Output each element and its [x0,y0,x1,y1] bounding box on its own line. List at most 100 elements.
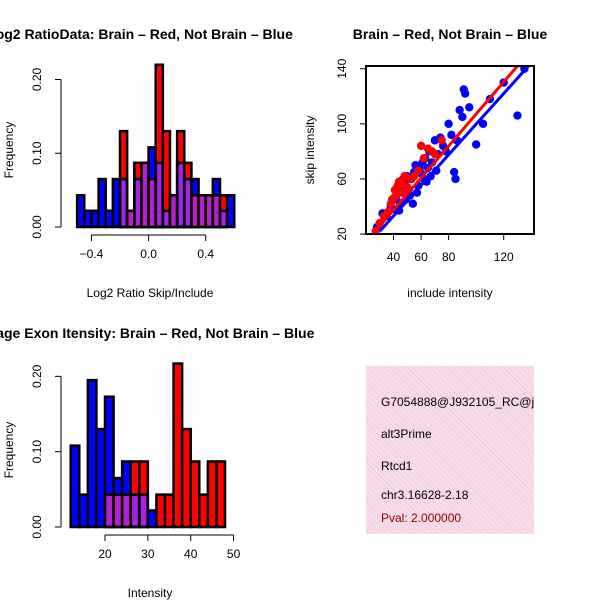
intensity-x-tick-label: 20 [98,547,112,561]
intensity-bar-overlap [140,496,147,526]
scatter-x-tick-label: 80 [442,250,456,264]
scatter-title: Brain – Red, Not Brain – Blue [353,26,548,42]
info-pval: Pval: 2.000000 [381,511,461,525]
ratio-bar-overlap [185,180,190,226]
scatter-point-brain [414,166,423,175]
scatter-ylabel: skip intensity [303,116,317,185]
intensity-y-tick-label: 0.20 [30,364,44,388]
scatter-y-tick-label: 20 [335,227,349,241]
scatter-point-notbrain [478,119,488,129]
intensity-y-tick-label: 0.10 [30,440,44,464]
ratio-bar-overlap [192,196,198,226]
intensity-bar-brain [206,460,218,529]
intensity-x-tick-label: 30 [141,547,155,561]
intensity-bar-brain [189,460,201,529]
info-location: chr3.16628-2.18 [381,488,469,502]
ratio-bar-overlap [135,180,140,226]
info-panel-clip: G7054888@J932105_RC@j [381,395,534,409]
ratio-bar-notbrain [97,177,107,229]
scatter-point-brain [437,136,446,145]
scatter-point-notbrain [444,119,453,129]
scatter-xlabel: include intensity [407,286,492,300]
scatter-point-notbrain [513,111,522,120]
ratio-y-tick-label: 0.10 [30,141,44,165]
info-panel-background [366,366,534,534]
ratio-bar-overlap [221,212,226,226]
intensity-bar-brain [215,460,227,529]
scatter-point-brain [397,188,407,197]
intensity-histogram-xlabel: Intensity [128,586,173,600]
intensity-x-tick-label: 40 [184,547,198,561]
intensity-bar-brain [163,493,175,529]
scatter-point-notbrain [465,103,474,112]
scatter-point-notbrain [455,105,464,115]
scatter-fit-line-notbrain [378,66,530,233]
ratio-x-tick-label: 0.4 [197,247,214,261]
scatter-x-tick-label: 120 [494,250,514,264]
ratio-bar-overlap [171,196,176,226]
intensity-bar-overlap [106,496,113,526]
ratio-bar-overlap [128,212,133,226]
ratio-histogram-xlabel: Log2 Ratio Skip/Include [87,286,214,300]
ratio-y-tick-label: 0.00 [30,215,44,239]
ratio-histogram-axes: −0.4 0.0 0.4 0.00 0.10 0.20 [30,67,214,261]
ratio-bar-overlap [142,164,148,226]
info-gene: Rtcd1 [381,459,413,473]
scatter-point-brain [416,141,426,151]
scatter-point-notbrain [460,89,470,98]
ratio-bar-overlap [178,164,183,226]
scatter-axes: 40 60 80 120 20 60 100 140 [335,58,535,264]
ratio-x-tick-label: −0.4 [80,247,104,261]
scatter-point-notbrain [458,112,467,122]
info-panel: G7054888@J932105_RC@j alt3Prime Rtcd1 ch… [366,366,534,534]
scatter-fit-line-brain [371,66,519,234]
scatter-panel: Brain – Red, Not Brain – Blue 40 60 80 120 2… [303,26,547,300]
intensity-bar-notbrain [86,378,98,529]
intensity-bar-notbrain [69,444,81,529]
scatter-point-notbrain [449,167,459,177]
intensity-bar-overlap [123,496,130,526]
ratio-bar-overlap [121,180,126,226]
intensity-histogram-panel: Average Exon Itensity: Brain – Red, Not … [0,325,315,600]
intensity-bar-overlap [115,496,121,526]
scatter-point-notbrain [451,174,460,184]
intensity-histogram-bars [69,362,227,529]
scatter-x-tick-label: 60 [414,250,428,264]
intensity-bar-brain [155,493,167,529]
intensity-bar-brain [172,362,184,529]
ratio-bar-overlap [157,164,162,226]
ratio-bar-overlap [150,180,155,226]
ratio-histogram-panel: Log2 RatioData: Brain – Red, Not Brain –… [0,26,293,300]
intensity-histogram-title: Average Exon Itensity: Brain – Red, Not … [0,325,315,341]
intensity-y-tick-label: 0.00 [30,515,44,539]
ratio-bar-overlap [214,196,219,226]
scatter-point-brain [430,149,440,159]
ratio-histogram-bars [75,63,236,229]
intensity-bar-notbrain [146,509,158,529]
scatter-x-tick-label: 40 [387,250,401,264]
scatter-plot-frame [365,65,535,235]
intensity-bar-brain [180,427,192,529]
ratio-bar-notbrain [225,194,236,229]
ratio-bar-overlap [200,196,205,226]
scatter-point-brain [419,154,429,163]
ratio-histogram-ylabel: Frequency [2,122,16,179]
ratio-y-tick-label: 0.20 [30,67,44,91]
scatter-points [371,66,530,234]
scatter-y-tick-label: 140 [335,58,349,78]
intensity-bar-notbrain [95,427,107,529]
intensity-bar-notbrain [78,493,90,529]
info-event-type: alt3Prime [381,427,432,441]
scatter-point-notbrain [408,199,418,208]
scatter-point-notbrain [447,130,456,140]
ratio-histogram-title: Log2 RatioData: Brain – Red, Not Brain –… [0,26,293,42]
scatter-y-tick-label: 60 [335,172,349,186]
ratio-x-tick-label: 0.0 [140,247,157,261]
intensity-bar-overlap [132,496,138,526]
ratio-bar-overlap [164,212,169,226]
intensity-histogram-axes: 20 30 40 50 0.00 0.10 0.20 [30,364,241,561]
scatter-y-tick-label: 100 [335,114,349,134]
ratio-bar-overlap [207,196,212,226]
scatter-point-notbrain [471,140,481,149]
